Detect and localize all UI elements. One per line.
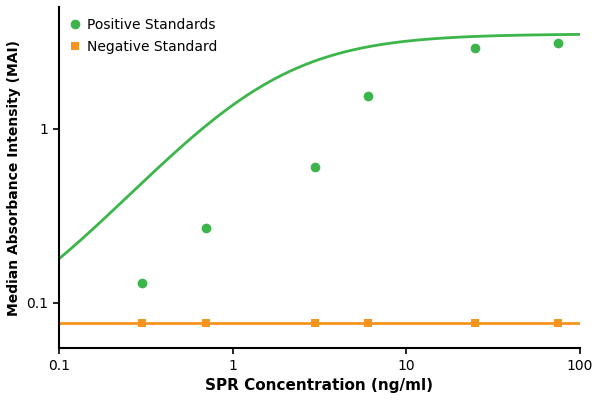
- Negative Standard: [138, 320, 145, 325]
- Positive Standards: [364, 93, 371, 98]
- Negative Standard: [472, 320, 479, 325]
- Negative Standard: [312, 320, 319, 325]
- Positive Standards: [202, 225, 209, 230]
- Legend: Positive Standards, Negative Standard: Positive Standards, Negative Standard: [66, 14, 221, 58]
- Negative Standard: [554, 320, 562, 325]
- Negative Standard: [202, 320, 209, 325]
- Negative Standard: [364, 320, 371, 325]
- Positive Standards: [554, 41, 562, 46]
- Line: Positive Standards: Positive Standards: [137, 38, 563, 288]
- Positive Standards: [472, 46, 479, 50]
- Positive Standards: [138, 281, 145, 286]
- X-axis label: SPR Concentration (ng/ml): SPR Concentration (ng/ml): [205, 378, 433, 393]
- Y-axis label: Median Absorbance Intensity (MAI): Median Absorbance Intensity (MAI): [7, 40, 21, 316]
- Line: Negative Standard: Negative Standard: [137, 318, 562, 327]
- Positive Standards: [312, 165, 319, 170]
